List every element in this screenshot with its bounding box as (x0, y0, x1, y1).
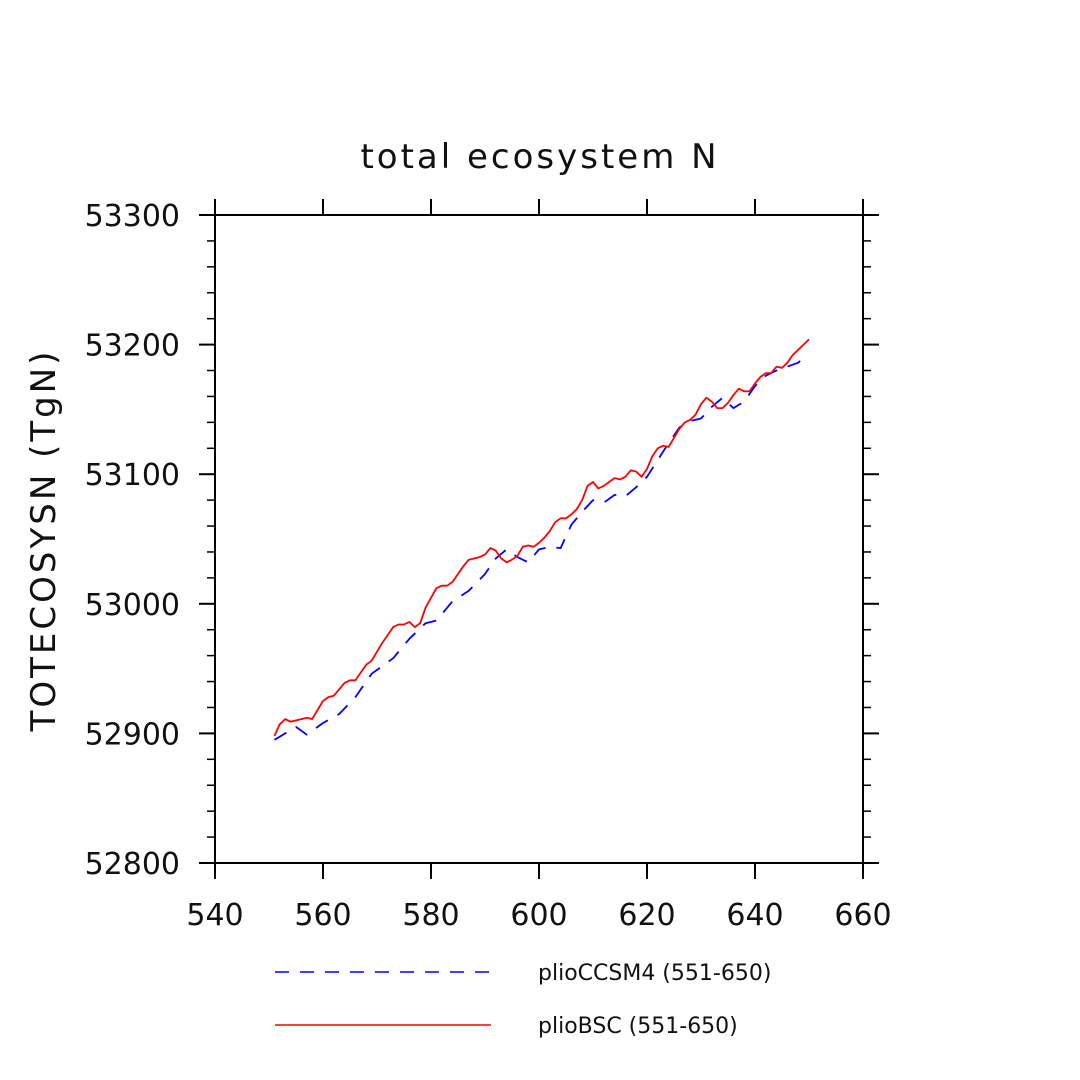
x-tick-label: 600 (510, 898, 567, 933)
y-axis-label: TOTECOSYSN (TgN) (24, 349, 64, 733)
x-tick-label: 640 (726, 898, 783, 933)
axis-tick-labels: 540 560 580 600 620 640 660 52800 52900 53000 5310… (85, 199, 892, 933)
axis-ticks (199, 199, 879, 879)
chart-title: total ecosystem N (360, 137, 719, 177)
x-tick-label: 580 (402, 898, 459, 933)
y-tick-label: 53300 (85, 199, 180, 234)
legend-label-ccsm4: plioCCSM4 (551-650) (538, 961, 771, 986)
plot-frame (214, 214, 864, 864)
legend: plioCCSM4 (551-650) plioBSC (551-650) (275, 961, 771, 1039)
x-tick-label: 560 (294, 898, 351, 933)
y-tick-label: 52800 (85, 847, 180, 882)
y-tick-label: 52900 (85, 717, 180, 752)
y-tick-label: 53100 (85, 458, 180, 493)
y-tick-label: 53000 (85, 588, 180, 623)
y-tick-label: 53200 (85, 329, 180, 364)
x-tick-label: 620 (618, 898, 675, 933)
series-lines (273, 338, 810, 741)
series-line-plioccsm4 (273, 356, 805, 741)
series-line-pliobsc (273, 338, 810, 737)
x-tick-label: 540 (186, 898, 243, 933)
legend-label-bsc: plioBSC (551-650) (538, 1014, 738, 1039)
x-tick-label: 660 (834, 898, 891, 933)
